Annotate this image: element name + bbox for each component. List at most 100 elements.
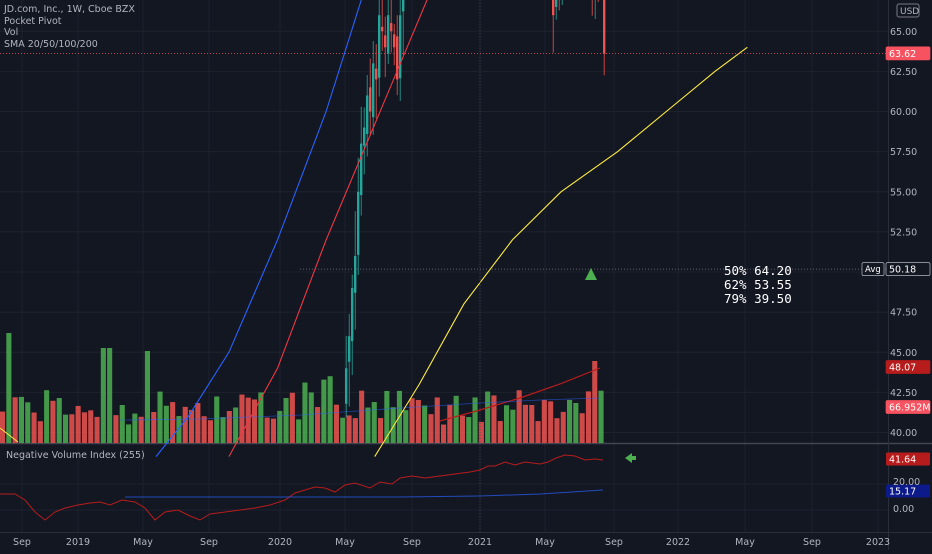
- volume-bar: [239, 394, 245, 443]
- candle-body: [372, 63, 375, 118]
- volume-bar: [151, 411, 157, 443]
- candle-body: [351, 288, 354, 342]
- volume-bar: [598, 390, 604, 443]
- volume-bar: [459, 415, 465, 443]
- volume-bar: [340, 417, 346, 443]
- volume-bar: [453, 395, 459, 443]
- candle-body: [402, 0, 405, 12]
- fib-level-62: 62% 53.55: [724, 277, 792, 292]
- time-tick-label: May: [735, 537, 755, 548]
- sma-line-3: [374, 46, 748, 457]
- price-tag-label: 48.07: [889, 363, 916, 374]
- volume-bar: [44, 390, 50, 443]
- price-tick-label: 60.00: [890, 107, 917, 118]
- candle-body: [603, 0, 606, 54]
- candle-body: [399, 15, 402, 79]
- volume-bar: [409, 398, 415, 443]
- candle-body: [375, 68, 378, 80]
- time-tick-label: Sep: [13, 537, 31, 548]
- volume-bar: [94, 416, 100, 443]
- candles: [345, 0, 606, 418]
- volume-bar: [270, 418, 276, 443]
- volume-sma-line: [439, 367, 601, 422]
- volume-bar: [567, 399, 573, 443]
- volume-bar: [189, 409, 195, 443]
- legend-symbol[interactable]: JD.com, Inc., 1W, Cboe BZX: [4, 4, 135, 15]
- volume-bar: [176, 416, 182, 443]
- price-tick-label: 57.50: [890, 147, 917, 158]
- volume-bar: [18, 396, 24, 443]
- volume-bar: [12, 397, 18, 443]
- legend-vol[interactable]: Vol: [4, 27, 19, 38]
- volume-bar: [6, 333, 12, 443]
- avg-tag-label: Avg: [865, 265, 881, 275]
- price-tag: 50.18: [885, 262, 931, 276]
- time-tick-label: Sep: [605, 537, 623, 548]
- chart-legend: JD.com, Inc., 1W, Cboe BZX Pocket Pivot …: [4, 4, 135, 50]
- volume-bar: [252, 399, 258, 443]
- nvi-tag-label: 41.64: [889, 455, 916, 466]
- price-tag-label: 50.18: [889, 265, 916, 276]
- time-tick-label: May: [335, 537, 355, 548]
- fib-level-50: 50% 64.20: [724, 263, 792, 278]
- time-tick-label: Sep: [803, 537, 821, 548]
- candle-body: [378, 15, 381, 78]
- volume-bar: [466, 417, 472, 443]
- price-tick-label: 42.50: [890, 388, 917, 399]
- candle-body: [390, 23, 393, 32]
- legend-sma[interactable]: SMA 20/50/100/200: [4, 38, 98, 50]
- price-tag-label: 63.62: [889, 49, 916, 60]
- candle-body: [552, 0, 555, 16]
- volume-bar: [119, 405, 125, 443]
- volume-bars: [0, 333, 604, 443]
- volume-bar: [359, 390, 365, 443]
- volume-bar: [327, 376, 333, 443]
- volume-bar: [529, 404, 535, 443]
- volume-bar: [100, 348, 106, 443]
- time-axis: Sep 2019 May Sep 2020 May Sep 2021 May Sep 2022 May…: [13, 537, 890, 548]
- nvi-title: Negative Volume Index (255): [6, 450, 145, 461]
- volume-bar: [504, 405, 510, 443]
- volume-bar: [548, 401, 554, 443]
- volume-avg-line-left: [0, 427, 19, 443]
- volume-bar: [535, 421, 541, 443]
- volume-bar: [321, 379, 327, 443]
- volume-bar: [472, 397, 478, 443]
- volume-bar: [277, 410, 283, 443]
- time-tick-label: Sep: [200, 537, 218, 548]
- candle-body: [348, 336, 351, 362]
- volume-bar: [201, 416, 207, 443]
- volume-bar: [63, 414, 69, 443]
- price-tick-label: 55.00: [890, 187, 917, 198]
- volume-bar: [491, 395, 497, 443]
- price-tick-label: 47.50: [890, 308, 917, 319]
- volume-bar: [434, 397, 440, 443]
- volume-bar: [510, 409, 516, 443]
- candle-body: [381, 26, 384, 32]
- volume-bar: [573, 402, 579, 443]
- volume-bar: [352, 418, 358, 443]
- volume-bar: [541, 399, 547, 443]
- volume-bar: [75, 405, 81, 443]
- volume-bar: [478, 421, 484, 443]
- sma-line-2: [228, 0, 428, 457]
- price-tick-label: 62.50: [890, 67, 917, 78]
- volume-bar: [390, 407, 396, 443]
- volume-bar: [346, 415, 352, 443]
- price-tick-label: 40.00: [890, 428, 917, 439]
- volume-bar: [264, 417, 270, 443]
- volume-bar: [371, 402, 377, 443]
- volume-bar: [214, 396, 220, 443]
- volume-bar: [289, 392, 295, 443]
- price-tag-bg: [885, 400, 931, 414]
- legend-pocket-pivot[interactable]: Pocket Pivot: [4, 15, 62, 27]
- volume-bar: [25, 402, 31, 443]
- volume-bar: [107, 348, 113, 443]
- volume-bar: [226, 410, 232, 443]
- volume-bar: [233, 407, 239, 443]
- price-tag-bg: [885, 262, 931, 276]
- volume-bar: [585, 391, 591, 443]
- time-tick-label: 2023: [866, 537, 890, 548]
